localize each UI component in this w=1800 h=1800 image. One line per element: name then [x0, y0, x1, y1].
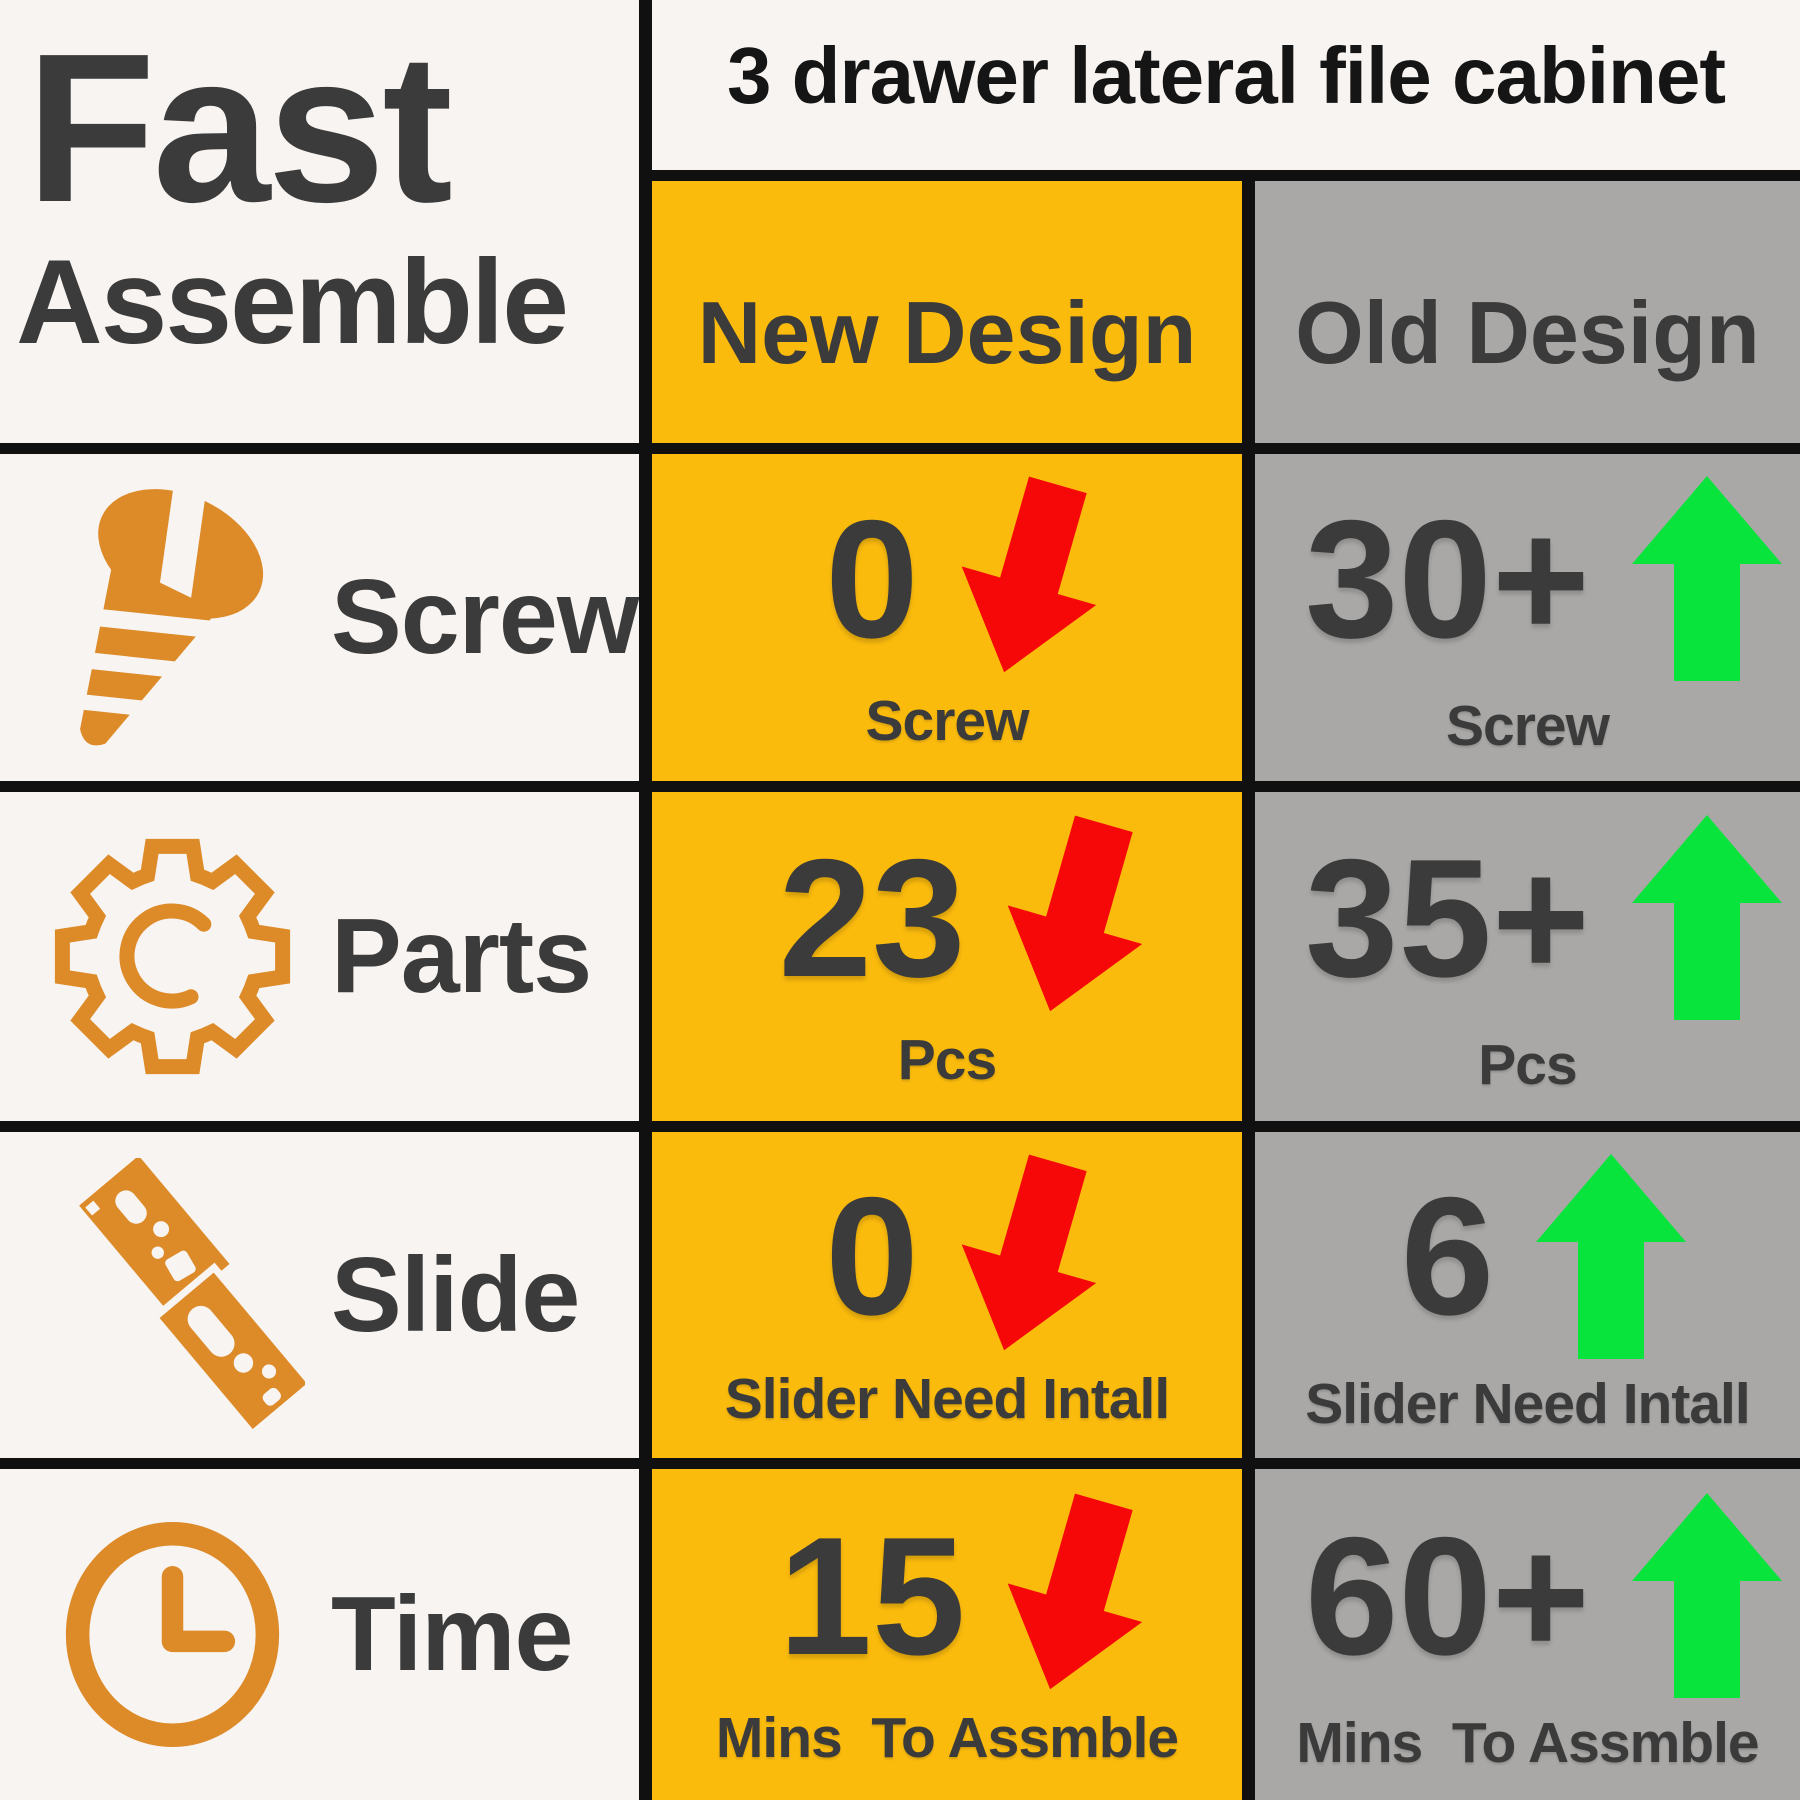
- value-unit: Screw: [1446, 694, 1610, 758]
- value-number: 35+: [1305, 823, 1590, 1012]
- value-unit: Pcs: [1478, 1033, 1577, 1097]
- value-number: 23: [778, 823, 966, 1012]
- horizontal-divider: [0, 443, 1800, 454]
- horizontal-divider: [0, 1458, 1800, 1469]
- screw-icon: [40, 471, 305, 764]
- green-up-arrow-icon: [1631, 815, 1782, 1020]
- value-unit: Slider Need Intall: [1305, 1371, 1750, 1436]
- green-up-arrow-icon: [1631, 1493, 1782, 1698]
- column-header-new-design: New Design: [697, 283, 1197, 382]
- column-header-old-design: Old Design: [1295, 283, 1760, 382]
- red-down-arrow-icon: [961, 1154, 1096, 1350]
- row-label: Slide: [331, 1235, 580, 1354]
- row-label: Time: [331, 1575, 573, 1693]
- value-number: 15: [778, 1501, 966, 1690]
- value-unit: Pcs: [897, 1028, 997, 1092]
- product-title: 3 drawer lateral file cabinet: [726, 31, 1726, 120]
- cell-old-time: 60+ Mins To Assmble: [1255, 1469, 1800, 1800]
- cell-old-screw: 30+ Screw: [1255, 454, 1800, 781]
- cell-new-slide: 0 Slider Need Intall: [652, 1132, 1242, 1458]
- row-header-time: Time: [0, 1469, 639, 1800]
- red-down-arrow-icon: [961, 476, 1096, 673]
- value-unit: Mins To Assmble: [1296, 1711, 1759, 1775]
- value-number: 30+: [1305, 484, 1590, 673]
- cell-old-parts: 35+ Pcs: [1255, 792, 1800, 1121]
- green-up-arrow-icon: [1631, 476, 1782, 681]
- cell-old-slide: 6 Slider Need Intall: [1255, 1132, 1800, 1458]
- value-number: 0: [825, 484, 919, 673]
- gear-icon: [40, 834, 305, 1079]
- value-unit: Mins To Assmble: [715, 1706, 1179, 1770]
- value-unit: Screw: [865, 689, 1030, 753]
- horizontal-divider: [0, 781, 1800, 792]
- cell-new-screw: 0 Screw: [652, 454, 1242, 781]
- green-up-arrow-icon: [1536, 1153, 1687, 1359]
- cell-new-parts: 23 Pcs: [652, 792, 1242, 1121]
- row-label: Parts: [331, 897, 592, 1015]
- horizontal-divider: [0, 1121, 1800, 1132]
- row-header-slide: Slide: [0, 1132, 639, 1458]
- value-number: 6: [1400, 1162, 1495, 1350]
- value-number: 0: [825, 1162, 919, 1350]
- red-down-arrow-icon: [1008, 815, 1143, 1012]
- value-number: 60+: [1305, 1501, 1590, 1690]
- cell-new-time: 15 Mins To Assmble: [652, 1469, 1242, 1800]
- value-unit: Slider Need Intall: [724, 1366, 1170, 1431]
- clock-icon: [40, 1520, 305, 1750]
- slide-rail-icon: [40, 1157, 305, 1433]
- row-header-screw: Screw: [0, 454, 639, 781]
- vertical-divider: [1242, 170, 1255, 1800]
- horizontal-divider: [639, 170, 1800, 181]
- page-title-line2: Assemble: [16, 235, 569, 369]
- red-down-arrow-icon: [1008, 1493, 1143, 1690]
- row-header-parts: Parts: [0, 792, 639, 1121]
- page-title-line1: Fast: [26, 9, 453, 246]
- row-label: Screw: [331, 558, 639, 676]
- vertical-divider: [639, 0, 652, 1800]
